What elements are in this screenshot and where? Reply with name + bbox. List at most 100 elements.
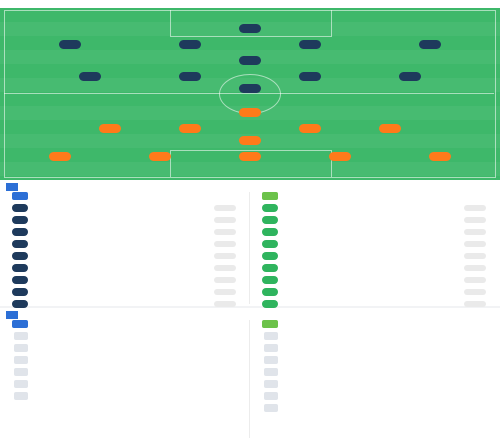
away-player[interactable]	[361, 120, 419, 138]
status-badge	[464, 241, 486, 247]
list-item[interactable]	[256, 390, 494, 402]
status-badge	[214, 253, 236, 259]
list-item[interactable]	[6, 286, 244, 298]
staff-avatar-icon	[264, 332, 278, 340]
list-item[interactable]	[256, 262, 494, 274]
list-item[interactable]	[256, 342, 494, 354]
list-item[interactable]	[256, 378, 494, 390]
list-item[interactable]	[256, 354, 494, 366]
page-header	[0, 0, 500, 8]
list-item[interactable]	[6, 378, 244, 390]
shirt-number-badge	[12, 252, 28, 260]
home-player[interactable]	[161, 36, 219, 54]
list-item[interactable]	[256, 402, 494, 414]
staff-avatar-icon	[14, 380, 28, 388]
status-badge	[464, 265, 486, 271]
shirt-number-badge	[12, 240, 28, 248]
pitch	[0, 8, 500, 180]
staff-avatar-icon	[264, 356, 278, 364]
shirt-number-badge	[299, 72, 321, 81]
away-player[interactable]	[281, 120, 339, 138]
list-item[interactable]	[6, 226, 244, 238]
list-item[interactable]	[6, 214, 244, 226]
list-item[interactable]	[256, 226, 494, 238]
away-player[interactable]	[411, 148, 469, 166]
home-player[interactable]	[281, 68, 339, 86]
away-player[interactable]	[221, 148, 279, 166]
list-item[interactable]	[6, 330, 244, 342]
shirt-number-badge	[262, 240, 278, 248]
home-player[interactable]	[381, 68, 439, 86]
away-staff	[256, 318, 494, 414]
shirt-number-badge	[239, 24, 261, 33]
status-badge	[214, 229, 236, 235]
home-player[interactable]	[281, 36, 339, 54]
list-item[interactable]	[6, 342, 244, 354]
substitutes-section	[0, 180, 500, 308]
status-badge	[214, 241, 236, 247]
list-item[interactable]	[6, 354, 244, 366]
list-item[interactable]	[6, 202, 244, 214]
away-player[interactable]	[131, 148, 189, 166]
list-item[interactable]	[6, 250, 244, 262]
home-player[interactable]	[61, 68, 119, 86]
away-player[interactable]	[311, 148, 369, 166]
list-item[interactable]	[6, 274, 244, 286]
home-player[interactable]	[401, 36, 459, 54]
list-item[interactable]	[256, 214, 494, 226]
list-item[interactable]	[6, 238, 244, 250]
shirt-number-badge	[12, 276, 28, 284]
shirt-number-badge	[262, 288, 278, 296]
list-item[interactable]	[256, 250, 494, 262]
away-player[interactable]	[161, 120, 219, 138]
list-item[interactable]	[256, 286, 494, 298]
home-player[interactable]	[221, 80, 279, 98]
status-badge	[214, 301, 236, 307]
list-item[interactable]	[256, 298, 494, 310]
home-staff-header	[6, 318, 244, 330]
shirt-number-badge	[262, 264, 278, 272]
shirt-number-badge	[262, 276, 278, 284]
list-item[interactable]	[256, 274, 494, 286]
home-player[interactable]	[41, 36, 99, 54]
list-item[interactable]	[6, 298, 244, 310]
away-staff-header	[256, 318, 494, 330]
away-player[interactable]	[81, 120, 139, 138]
shirt-number-badge	[12, 264, 28, 272]
status-badge	[214, 217, 236, 223]
shirt-number-badge	[239, 56, 261, 65]
shirt-number-badge	[12, 288, 28, 296]
away-player[interactable]	[31, 148, 89, 166]
list-item[interactable]	[6, 262, 244, 274]
shirt-number-badge	[239, 152, 261, 161]
shirt-number-badge	[262, 204, 278, 212]
list-item[interactable]	[256, 330, 494, 342]
shirt-number-badge	[379, 124, 401, 133]
list-item[interactable]	[6, 366, 244, 378]
shirt-number-badge	[262, 216, 278, 224]
home-staff-logo-icon	[12, 320, 28, 328]
home-player[interactable]	[221, 20, 279, 38]
status-badge	[214, 265, 236, 271]
list-item[interactable]	[6, 390, 244, 402]
list-item[interactable]	[256, 202, 494, 214]
away-player[interactable]	[221, 132, 279, 150]
away-player[interactable]	[221, 104, 279, 122]
away-staff-logo-icon	[262, 320, 278, 328]
shirt-number-badge	[12, 216, 28, 224]
away-logo-icon	[262, 192, 278, 200]
status-badge	[214, 289, 236, 295]
shirt-number-badge	[99, 124, 121, 133]
list-item[interactable]	[256, 366, 494, 378]
bottom-penalty-box	[170, 150, 332, 177]
status-badge	[214, 277, 236, 283]
home-player[interactable]	[221, 52, 279, 70]
away-substitutes	[256, 190, 494, 310]
shirt-number-badge	[179, 72, 201, 81]
home-player[interactable]	[161, 68, 219, 86]
staff-avatar-icon	[14, 392, 28, 400]
staff-avatar-icon	[14, 344, 28, 352]
home-substitutes	[6, 190, 244, 310]
list-item[interactable]	[256, 238, 494, 250]
